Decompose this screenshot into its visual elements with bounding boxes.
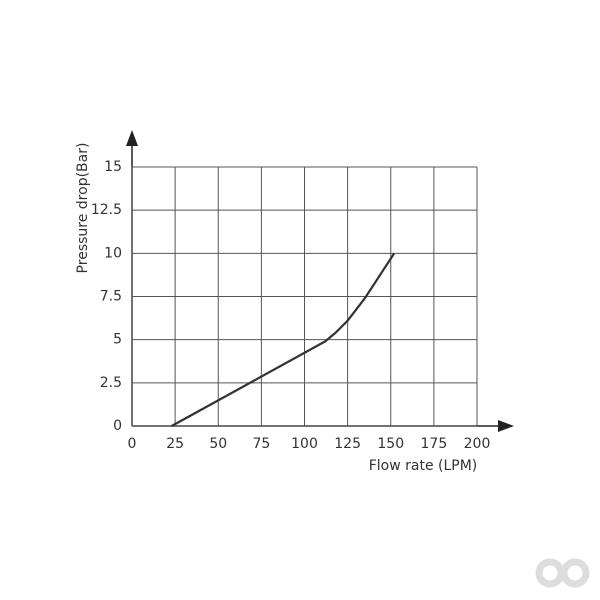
- x-tick-label: 150: [377, 436, 404, 452]
- y-tick-label: 0: [113, 418, 122, 434]
- y-axis-label: Pressure drop(Bar): [75, 143, 91, 274]
- y-tick-label: 10: [104, 245, 122, 261]
- x-tick-label: 100: [291, 436, 318, 452]
- x-tick-label: 50: [209, 436, 227, 452]
- watermark-ring: [560, 558, 590, 588]
- x-axis-label: Flow rate (LPM): [369, 458, 478, 474]
- x-tick-label: 175: [421, 436, 448, 452]
- y-tick-label: 15: [104, 159, 122, 175]
- data-line: [171, 252, 396, 427]
- x-tick-label: 125: [334, 436, 361, 452]
- x-tick-label: 200: [464, 436, 491, 452]
- y-tick-label: 2.5: [100, 375, 122, 391]
- x-tick-label: 0: [128, 436, 137, 452]
- y-tick-label: 5: [113, 332, 122, 348]
- x-tick-label: 25: [166, 436, 184, 452]
- x-axis-arrow: [498, 420, 514, 432]
- y-tick-label: 12.5: [91, 202, 122, 218]
- watermark: [535, 558, 590, 588]
- y-tick-label: 7.5: [100, 289, 122, 305]
- x-tick-label: 75: [252, 436, 270, 452]
- y-axis-arrow: [126, 130, 138, 146]
- watermark-ring: [535, 558, 565, 588]
